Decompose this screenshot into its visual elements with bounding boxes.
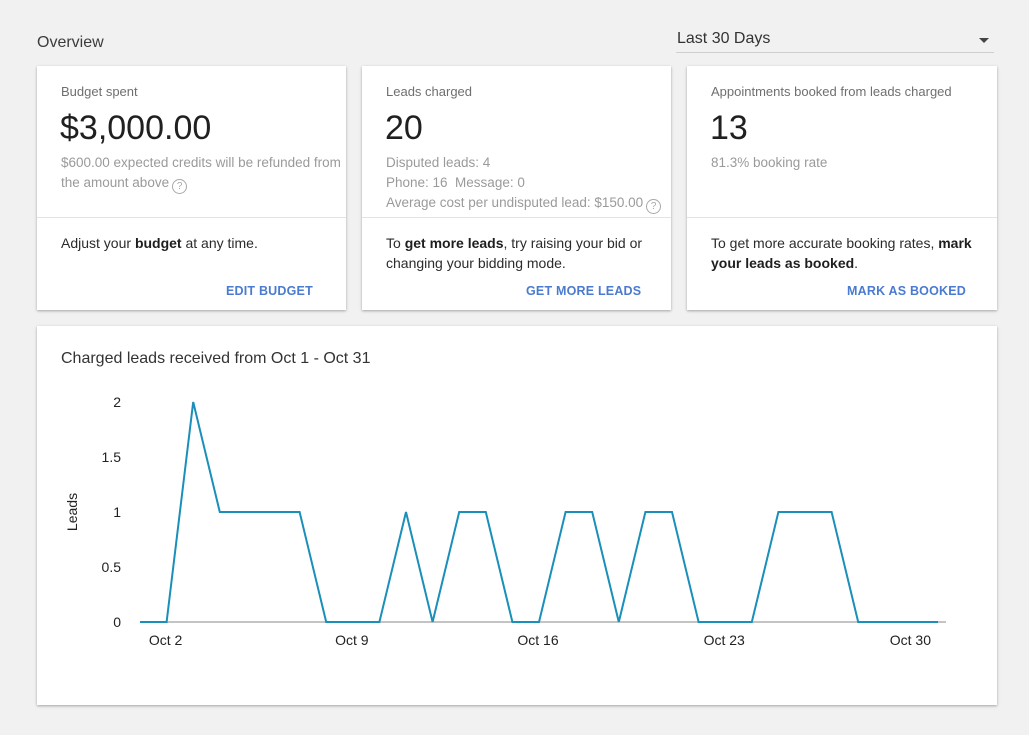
data-point [776,510,780,514]
x-tick-label: Oct 9 [335,632,369,648]
body-text-bold: get more leads [404,235,504,251]
data-point [617,620,621,624]
data-point [936,620,940,624]
booking-rate-line: 81.3% booking rate [711,155,828,170]
card-body-text: To get more leads, try raising your bid … [386,233,657,273]
data-point [830,510,834,514]
card-subtext: 81.3% booking rate [711,153,995,173]
budget-spent-value: $3,000.00 [60,109,212,147]
refund-note-line: the amount above [61,175,170,190]
body-text-bold: mark your leads as booked [711,235,972,271]
appointments-card: Appointments booked from leads charged 1… [687,66,997,310]
y-tick-label: 0 [113,614,121,630]
card-subtext: Disputed leads: 4 Phone: 16 Message: 0 A… [386,153,669,214]
data-point [377,620,381,624]
appointments-booked-value: 13 [710,109,748,147]
data-point [723,620,727,624]
card-summary: Budget spent $3,000.00 $600.00 expected … [37,66,346,218]
card-body-text: To get more accurate booking rates, mark… [711,233,983,273]
data-point [590,510,594,514]
data-point [510,620,514,624]
data-point [670,510,674,514]
edit-budget-button[interactable]: EDIT BUDGET [226,284,313,298]
data-point [564,510,568,514]
data-point [484,510,488,514]
help-icon[interactable]: ? [646,199,662,214]
body-text-part: To get more accurate booking rates, [711,235,939,251]
x-tick-label: Oct 30 [890,632,931,648]
data-point [351,620,355,624]
x-tick-label: Oct 16 [517,632,558,648]
card-subtext: $600.00 expected credits will be refunde… [61,153,344,194]
card-label: Appointments booked from leads charged [711,84,952,99]
refund-note-line: $600.00 expected credits will be refunde… [61,155,341,170]
y-tick-label: 1.5 [102,449,122,465]
x-tick-label: Oct 23 [704,632,745,648]
get-more-leads-button[interactable]: GET MORE LEADS [526,284,642,298]
data-point [271,510,275,514]
y-tick-label: 1 [113,504,121,520]
chart-card: Charged leads received from Oct 1 - Oct … [37,326,997,705]
date-range-value: Last 30 Days [677,30,771,47]
leads-card: Leads charged 20 Disputed leads: 4 Phone… [362,66,671,310]
lead-source-line: Phone: 16 Message: 0 [386,175,525,190]
data-point [537,620,541,624]
data-point [803,510,807,514]
data-point [643,510,647,514]
y-axis-label: Leads [64,493,80,531]
y-tick-label: 2 [113,394,121,410]
leads-line-chart: 0 0.5 1 1.5 2 Oct 2 Oct 9 Oct 16 Oct 23 Oct 30 Lea… [64,394,946,648]
data-point [856,620,860,624]
overview-title: Overview [37,34,104,51]
body-text-part: To [386,235,405,251]
data-point [191,400,195,404]
card-body-text: Adjust your budget at any time. [61,233,332,253]
data-point [244,510,248,514]
avg-cost-line: Average cost per undisputed lead: $150.0… [386,195,644,210]
data-point [324,620,328,624]
data-point [697,620,701,624]
dropdown-caret-icon [979,38,989,43]
card-label: Budget spent [61,84,138,99]
data-point [138,620,142,624]
data-point [457,510,461,514]
mark-as-booked-button[interactable]: MARK AS BOOKED [847,284,967,298]
body-text-part: at any time. [181,235,258,251]
data-point [218,510,222,514]
body-text-part: Adjust your [61,235,135,251]
disputed-leads-line: Disputed leads: 4 [386,155,491,170]
body-text-bold: budget [134,235,182,251]
chart-title: Charged leads received from Oct 1 - Oct … [61,350,371,367]
date-range-select[interactable]: Last 30 Days [676,30,994,53]
data-point [165,620,169,624]
data-point [298,510,302,514]
body-text-part: . [854,255,859,271]
leads-charged-value: 20 [385,109,423,147]
card-summary: Appointments booked from leads charged 1… [687,66,997,218]
budget-card: Budget spent $3,000.00 $600.00 expected … [37,66,346,310]
data-point [750,620,754,624]
card-label: Leads charged [386,84,473,99]
body-text-part: , try raising your bid or changing your … [386,235,643,271]
data-point [883,620,887,624]
help-icon[interactable]: ? [172,179,188,194]
card-summary: Leads charged 20 Disputed leads: 4 Phone… [362,66,671,218]
data-point [909,620,913,624]
x-tick-label: Oct 2 [149,632,183,648]
y-tick-label: 0.5 [102,559,122,575]
leads-series-line [140,401,938,623]
data-point [404,510,408,514]
data-point [431,620,435,624]
